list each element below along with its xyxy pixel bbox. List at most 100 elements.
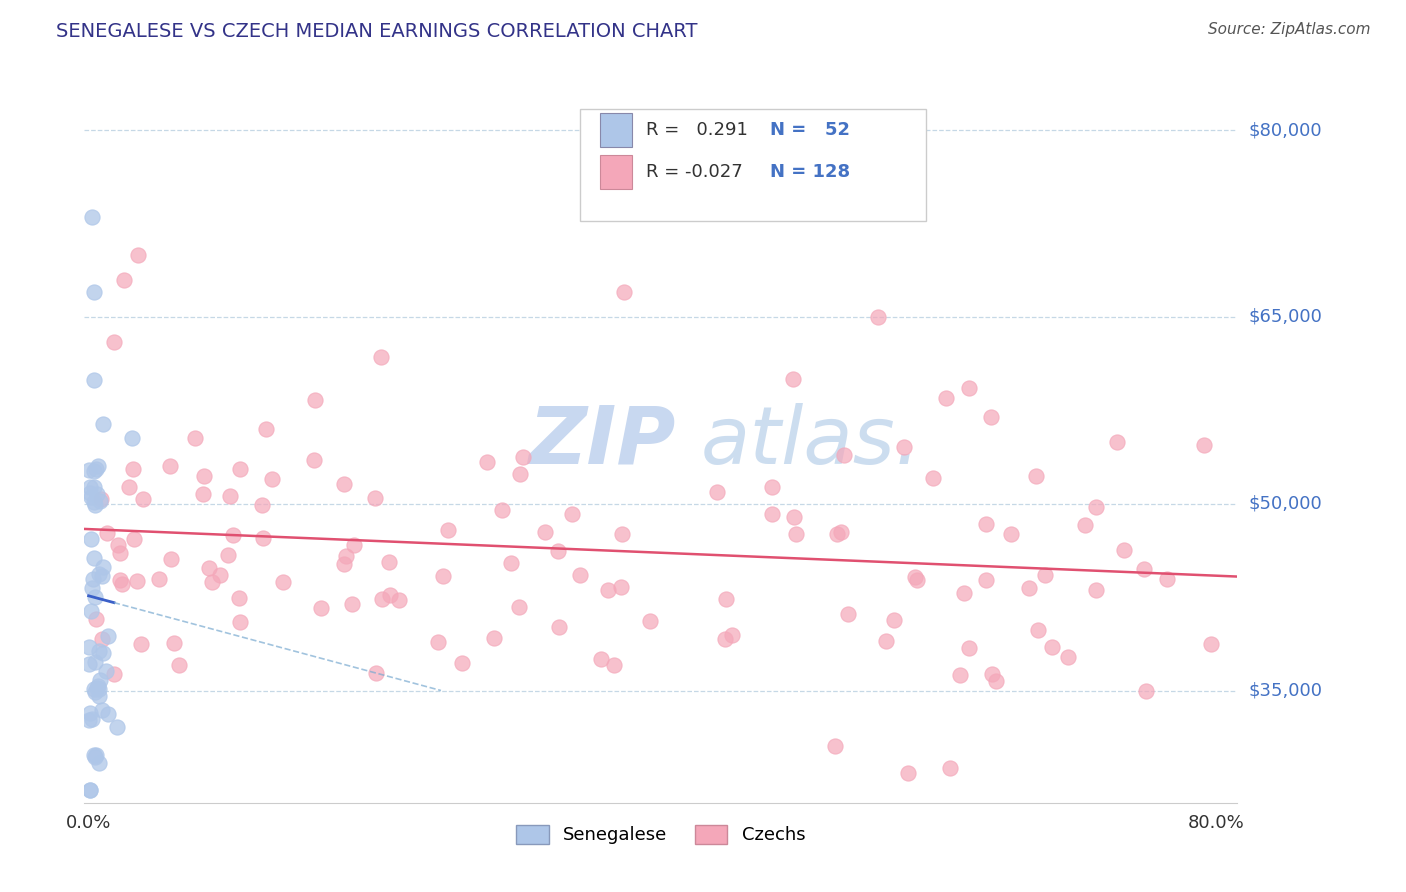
Point — [509, 467, 531, 482]
Point — [706, 484, 728, 499]
Point — [80, 532, 103, 546]
Point — [340, 597, 363, 611]
Point — [596, 582, 619, 597]
Point — [1156, 572, 1178, 586]
Point — [610, 580, 633, 594]
Point — [1085, 500, 1108, 514]
Point — [957, 641, 980, 656]
Point — [761, 507, 783, 521]
Point — [184, 431, 207, 445]
Text: Source: ZipAtlas.com: Source: ZipAtlas.com — [1208, 22, 1371, 37]
Point — [548, 620, 571, 634]
Point — [83, 655, 105, 669]
Point — [86, 459, 108, 474]
Point — [782, 372, 804, 386]
Point — [371, 592, 394, 607]
Point — [547, 544, 569, 558]
Point — [1040, 640, 1063, 654]
Point — [378, 555, 401, 569]
Point — [79, 604, 101, 618]
Point — [197, 560, 219, 574]
Point — [90, 492, 112, 507]
Point — [217, 549, 239, 563]
Point — [132, 492, 155, 507]
Point — [1192, 438, 1215, 452]
Point — [271, 575, 294, 590]
Point — [984, 674, 1007, 689]
Point — [935, 391, 957, 405]
Point — [640, 614, 662, 628]
Point — [1018, 582, 1040, 596]
Point — [921, 471, 943, 485]
Point — [89, 567, 111, 582]
Point — [953, 586, 976, 600]
Point — [333, 477, 356, 491]
Point — [783, 509, 806, 524]
Point — [129, 637, 152, 651]
Point — [89, 756, 111, 771]
Point — [904, 570, 927, 584]
Point — [108, 546, 131, 560]
Point — [80, 712, 103, 726]
Point — [79, 706, 101, 721]
Point — [1000, 526, 1022, 541]
Point — [309, 601, 332, 615]
Point — [1135, 683, 1157, 698]
Point — [118, 480, 141, 494]
Point — [1033, 567, 1056, 582]
Point — [837, 607, 859, 622]
Text: $65,000: $65,000 — [1249, 308, 1322, 326]
Point — [91, 417, 114, 431]
Point — [1084, 583, 1107, 598]
Text: R = -0.027: R = -0.027 — [645, 163, 742, 181]
Point — [714, 632, 737, 647]
Point — [107, 538, 129, 552]
Point — [254, 421, 277, 435]
Point — [1199, 637, 1222, 651]
Point — [832, 448, 855, 462]
Point — [97, 628, 120, 642]
Text: N = 128: N = 128 — [770, 163, 851, 181]
Point — [162, 636, 184, 650]
Point — [159, 458, 181, 473]
Point — [77, 657, 100, 671]
Point — [83, 285, 105, 299]
Point — [905, 573, 928, 587]
Point — [77, 463, 100, 477]
Point — [364, 666, 387, 681]
Point — [1026, 623, 1049, 637]
Text: ZIP: ZIP — [529, 402, 676, 481]
Point — [91, 559, 114, 574]
Point — [83, 372, 105, 386]
Point — [893, 441, 915, 455]
Point — [613, 285, 636, 299]
Point — [121, 431, 143, 445]
Point — [436, 523, 458, 537]
Point — [111, 577, 134, 591]
Point — [208, 567, 231, 582]
Bar — [600, 112, 633, 147]
Point — [219, 489, 242, 503]
Point — [610, 527, 633, 541]
Point — [508, 599, 530, 614]
Point — [938, 761, 960, 775]
Point — [84, 498, 107, 512]
Point — [825, 527, 848, 541]
Point — [974, 516, 997, 531]
Legend: Senegalese, Czechs: Senegalese, Czechs — [509, 818, 813, 852]
Point — [980, 667, 1002, 681]
Point — [1133, 562, 1156, 576]
Point — [335, 549, 357, 563]
Point — [122, 532, 145, 546]
Point — [875, 634, 897, 648]
Point — [121, 462, 143, 476]
Point — [1107, 434, 1129, 449]
Point — [883, 613, 905, 627]
Point — [830, 524, 852, 539]
Point — [191, 487, 214, 501]
Point — [89, 494, 111, 508]
Point — [333, 557, 356, 571]
Point — [569, 568, 592, 582]
Text: $50,000: $50,000 — [1249, 495, 1322, 513]
Point — [364, 491, 387, 506]
